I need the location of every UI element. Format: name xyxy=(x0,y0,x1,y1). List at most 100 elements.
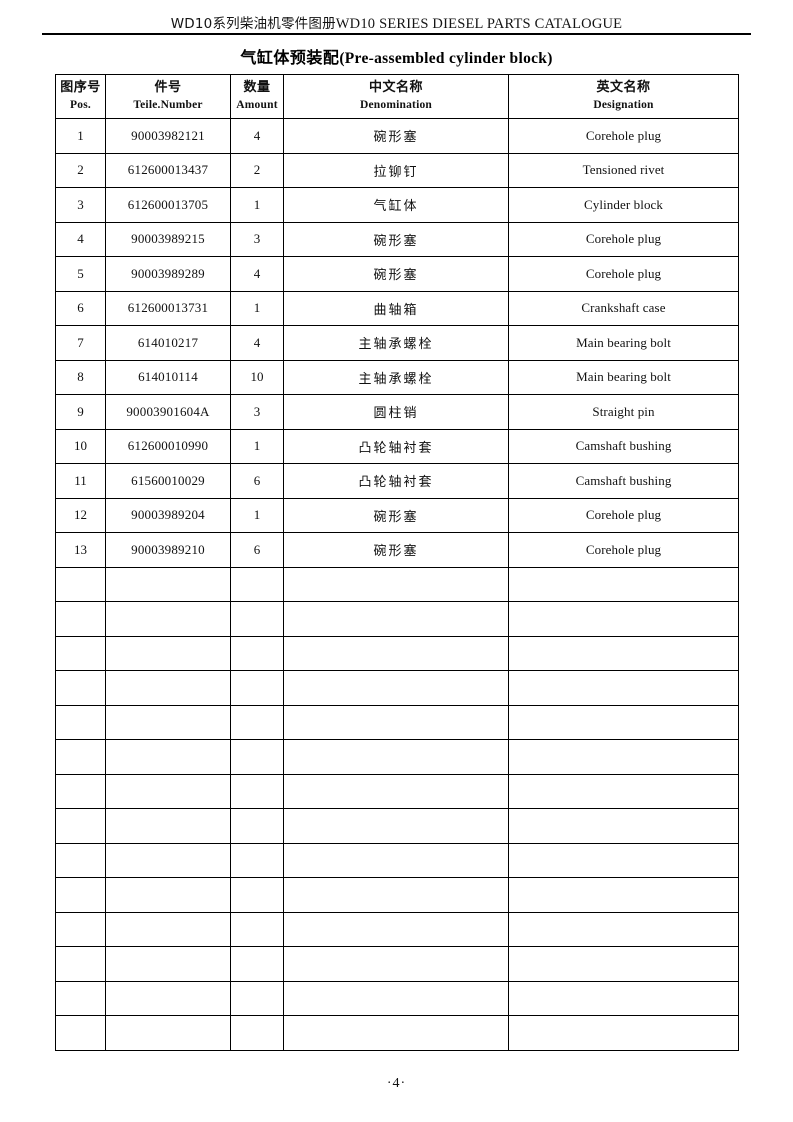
cell-amount xyxy=(230,808,284,844)
cell-position xyxy=(55,566,106,602)
cell-designation: Crankshaft case xyxy=(508,290,739,326)
cell-position xyxy=(55,877,106,913)
table-row: 13 90003989210 6 碗形塞 Corehole plug xyxy=(55,532,739,568)
cell-amount xyxy=(230,601,284,637)
cell-denomination xyxy=(283,1015,509,1051)
table-row-empty xyxy=(55,704,739,740)
cell-position xyxy=(55,808,106,844)
cell-position: 10 xyxy=(55,428,106,464)
cell-position xyxy=(55,773,106,809)
cell-part-number: 612600013705 xyxy=(105,187,231,223)
table-row: 11 61560010029 6 凸轮轴衬套 Camshaft bushing xyxy=(55,463,739,499)
cell-denomination xyxy=(283,842,509,878)
cell-amount: 4 xyxy=(230,325,284,361)
cell-position: 6 xyxy=(55,290,106,326)
cell-designation xyxy=(508,635,739,671)
running-header-en: WD10 SERIES DIESEL PARTS CATALOGUE xyxy=(335,16,623,32)
cell-denomination: 拉铆钉 xyxy=(283,152,509,188)
cell-part-number xyxy=(105,670,231,706)
cell-designation: Straight pin xyxy=(508,394,739,430)
column-header-part-number-cn: 件号 xyxy=(154,80,182,96)
cell-designation xyxy=(508,946,739,982)
cell-designation xyxy=(508,1015,739,1051)
table-row-empty xyxy=(55,911,739,947)
column-header-pos-en: Pos. xyxy=(70,99,91,112)
cell-amount: 3 xyxy=(230,221,284,257)
cell-denomination: 圆柱销 xyxy=(283,394,509,430)
cell-position xyxy=(55,946,106,982)
table-row: 1 90003982121 4 碗形塞 Corehole plug xyxy=(55,118,739,154)
table-row-empty xyxy=(55,1015,739,1051)
cell-designation xyxy=(508,877,739,913)
cell-part-number: 90003989210 xyxy=(105,532,231,568)
cell-part-number xyxy=(105,808,231,844)
table-row: 2 612600013437 2 拉铆钉 Tensioned rivet xyxy=(55,152,739,188)
cell-part-number: 612600013437 xyxy=(105,152,231,188)
cell-denomination: 碗形塞 xyxy=(283,532,509,568)
cell-part-number: 614010114 xyxy=(105,359,231,395)
cell-position xyxy=(55,670,106,706)
cell-denomination: 曲轴箱 xyxy=(283,290,509,326)
cell-amount: 1 xyxy=(230,187,284,223)
running-header: WD10系列柴油机零件图册WD10 SERIES DIESEL PARTS CA… xyxy=(42,12,751,33)
cell-designation: Main bearing bolt xyxy=(508,325,739,361)
cell-part-number xyxy=(105,980,231,1016)
section-title-cn: 气缸体预装配 xyxy=(240,48,340,67)
cell-designation xyxy=(508,911,739,947)
table-row-empty xyxy=(55,842,739,878)
cell-part-number: 90003989289 xyxy=(105,256,231,292)
cell-denomination xyxy=(283,704,509,740)
table-row: 4 90003989215 3 碗形塞 Corehole plug xyxy=(55,221,739,257)
cell-part-number: 61560010029 xyxy=(105,463,231,499)
cell-part-number xyxy=(105,704,231,740)
table-row-empty xyxy=(55,670,739,706)
cell-part-number xyxy=(105,911,231,947)
column-header-designation-en: Designation xyxy=(593,99,654,112)
cell-amount: 4 xyxy=(230,256,284,292)
column-header-pos-cn: 图序号 xyxy=(60,80,101,96)
cell-denomination: 主轴承螺栓 xyxy=(283,359,509,395)
cell-amount: 10 xyxy=(230,359,284,395)
cell-denomination xyxy=(283,946,509,982)
cell-amount: 1 xyxy=(230,428,284,464)
cell-designation xyxy=(508,670,739,706)
cell-part-number: 90003901604A xyxy=(105,394,231,430)
cell-designation: Cylinder block xyxy=(508,187,739,223)
cell-part-number xyxy=(105,601,231,637)
column-header-amount-cn: 数量 xyxy=(243,80,271,96)
cell-denomination: 凸轮轴衬套 xyxy=(283,463,509,499)
cell-amount xyxy=(230,877,284,913)
cell-designation xyxy=(508,566,739,602)
cell-amount xyxy=(230,739,284,775)
column-header-amount: 数量 Amount xyxy=(230,74,284,119)
cell-amount: 1 xyxy=(230,290,284,326)
cell-designation: Corehole plug xyxy=(508,532,739,568)
cell-part-number xyxy=(105,842,231,878)
cell-part-number: 90003982121 xyxy=(105,118,231,154)
cell-position xyxy=(55,980,106,1016)
cell-part-number: 90003989204 xyxy=(105,497,231,533)
cell-position: 3 xyxy=(55,187,106,223)
cell-amount xyxy=(230,704,284,740)
table-row-empty xyxy=(55,635,739,671)
cell-denomination: 凸轮轴衬套 xyxy=(283,428,509,464)
table-row-empty xyxy=(55,946,739,982)
cell-denomination xyxy=(283,911,509,947)
table-row: 10 612600010990 1 凸轮轴衬套 Camshaft bushing xyxy=(55,428,739,464)
cell-part-number xyxy=(105,773,231,809)
cell-denomination xyxy=(283,566,509,602)
cell-designation: Tensioned rivet xyxy=(508,152,739,188)
cell-part-number: 90003989215 xyxy=(105,221,231,257)
column-header-denomination: 中文名称 Denomination xyxy=(283,74,509,119)
cell-designation: Corehole plug xyxy=(508,221,739,257)
header-divider-rule xyxy=(42,33,751,35)
column-header-amount-en: Amount xyxy=(236,99,278,112)
cell-designation xyxy=(508,739,739,775)
cell-designation: Corehole plug xyxy=(508,497,739,533)
cell-amount xyxy=(230,566,284,602)
table-row: 7 614010217 4 主轴承螺栓 Main bearing bolt xyxy=(55,325,739,361)
cell-amount: 1 xyxy=(230,497,284,533)
cell-part-number xyxy=(105,1015,231,1051)
cell-denomination xyxy=(283,670,509,706)
